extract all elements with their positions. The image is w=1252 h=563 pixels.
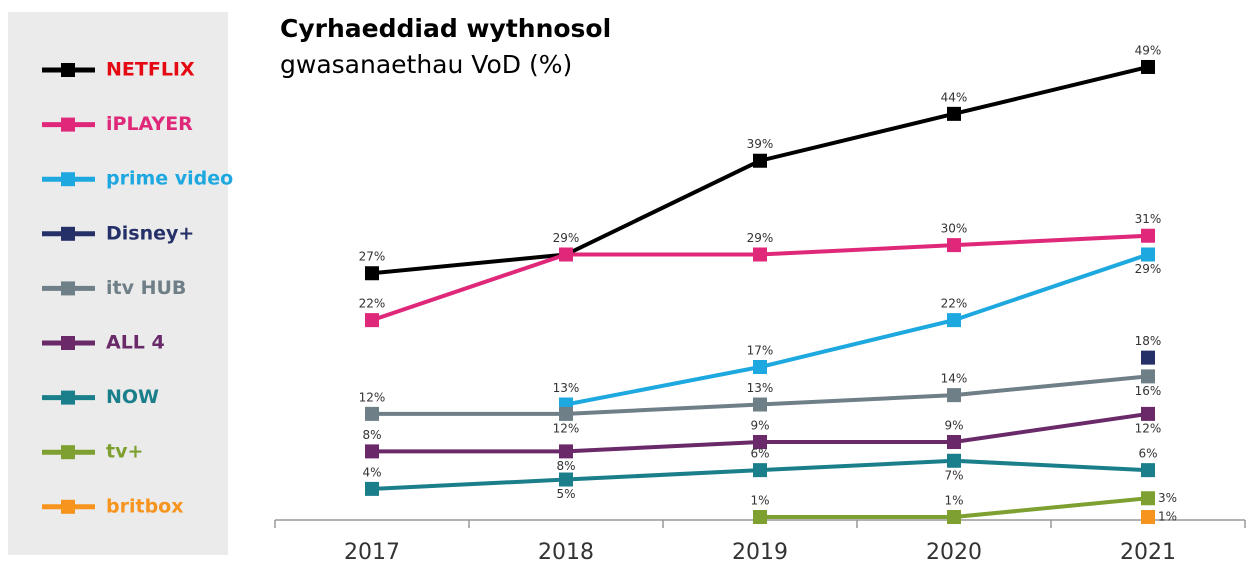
legend-label: NOW — [106, 386, 159, 408]
series-line — [565, 252, 1149, 407]
data-point — [1141, 463, 1155, 478]
legend-label: ALL 4 — [106, 332, 165, 354]
legend-marker — [61, 172, 75, 187]
data-point — [1141, 491, 1155, 506]
data-label: 44% — [941, 90, 968, 104]
data-point — [1141, 406, 1155, 421]
data-point — [559, 444, 573, 459]
legend-marker — [61, 281, 75, 296]
data-label: 13% — [747, 381, 774, 395]
data-point — [365, 406, 379, 421]
data-label: 17% — [747, 344, 774, 358]
data-label: 1% — [944, 494, 963, 508]
data-point — [1141, 369, 1155, 384]
data-point — [947, 435, 961, 450]
data-label: 9% — [944, 419, 963, 433]
data-label: 8% — [362, 428, 381, 442]
x-tick-label: 2018 — [538, 540, 594, 563]
data-point — [365, 444, 379, 459]
data-label: 39% — [747, 137, 774, 151]
legend-marker — [61, 499, 75, 514]
data-label: 4% — [362, 465, 381, 479]
data-label: 18% — [1135, 334, 1162, 348]
data-label: 31% — [1135, 212, 1162, 226]
data-label: 29% — [747, 231, 774, 245]
data-label: 29% — [553, 231, 580, 245]
data-point — [365, 481, 379, 496]
data-label: 12% — [1135, 421, 1162, 435]
data-point — [947, 106, 961, 121]
chart-title: Cyrhaeddiad wythnosol — [280, 14, 611, 43]
legend-label: prime video — [106, 168, 233, 190]
data-label: 22% — [359, 297, 386, 311]
data-point — [1141, 247, 1155, 262]
data-point — [1141, 510, 1155, 525]
data-label: 16% — [1135, 384, 1162, 398]
data-label: 1% — [1158, 510, 1177, 524]
data-point — [753, 397, 767, 412]
data-label: 7% — [944, 468, 963, 482]
data-point — [559, 247, 573, 262]
data-label: 9% — [750, 419, 769, 433]
data-point — [947, 238, 961, 253]
legend-marker — [61, 63, 75, 77]
data-point — [753, 510, 767, 525]
data-point — [753, 153, 767, 168]
legend-marker — [61, 226, 75, 241]
data-point — [1141, 350, 1155, 365]
data-label: 12% — [553, 421, 580, 435]
x-tick-label: 2021 — [1120, 540, 1176, 563]
data-point — [753, 360, 767, 375]
data-label: 30% — [941, 222, 968, 236]
data-label: 8% — [556, 459, 575, 473]
data-label: 49% — [1135, 43, 1162, 57]
data-label: 3% — [1158, 491, 1177, 505]
data-point — [947, 453, 961, 468]
data-point — [559, 406, 573, 421]
x-tick-label: 2017 — [344, 540, 400, 563]
data-label: 1% — [750, 494, 769, 508]
legend-label: britbox — [106, 495, 183, 517]
data-point — [365, 313, 379, 328]
legend-label: tv+ — [106, 441, 143, 463]
data-point — [1141, 228, 1155, 243]
data-point — [947, 313, 961, 328]
legend-label: Disney+ — [106, 222, 194, 244]
data-label: 13% — [553, 381, 580, 395]
legend-panel — [8, 12, 228, 555]
legend-marker — [61, 336, 75, 350]
legend-marker — [61, 117, 75, 132]
data-label: 29% — [1135, 262, 1162, 276]
data-point — [753, 247, 767, 262]
data-label: 14% — [941, 372, 968, 386]
data-label: 6% — [750, 447, 769, 461]
data-point — [753, 435, 767, 450]
data-label: 22% — [941, 297, 968, 311]
legend-label: iPLAYER — [106, 113, 193, 135]
legend-marker — [61, 390, 75, 405]
data-point — [1141, 59, 1155, 74]
x-tick-label: 2020 — [926, 540, 982, 563]
data-label: 6% — [1138, 447, 1157, 461]
data-label: 5% — [556, 487, 575, 501]
legend-label: NETFLIX — [106, 59, 195, 81]
legend-marker — [61, 445, 75, 460]
data-point — [753, 463, 767, 478]
x-tick-label: 2019 — [732, 540, 788, 563]
data-point — [947, 510, 961, 525]
data-label: 12% — [359, 390, 386, 404]
data-point — [559, 472, 573, 487]
data-point — [947, 388, 961, 403]
data-label: 27% — [359, 250, 386, 264]
data-point — [365, 266, 379, 281]
legend-label: itv HUB — [106, 277, 186, 299]
chart-subtitle: gwasanaethau VoD (%) — [280, 50, 572, 79]
